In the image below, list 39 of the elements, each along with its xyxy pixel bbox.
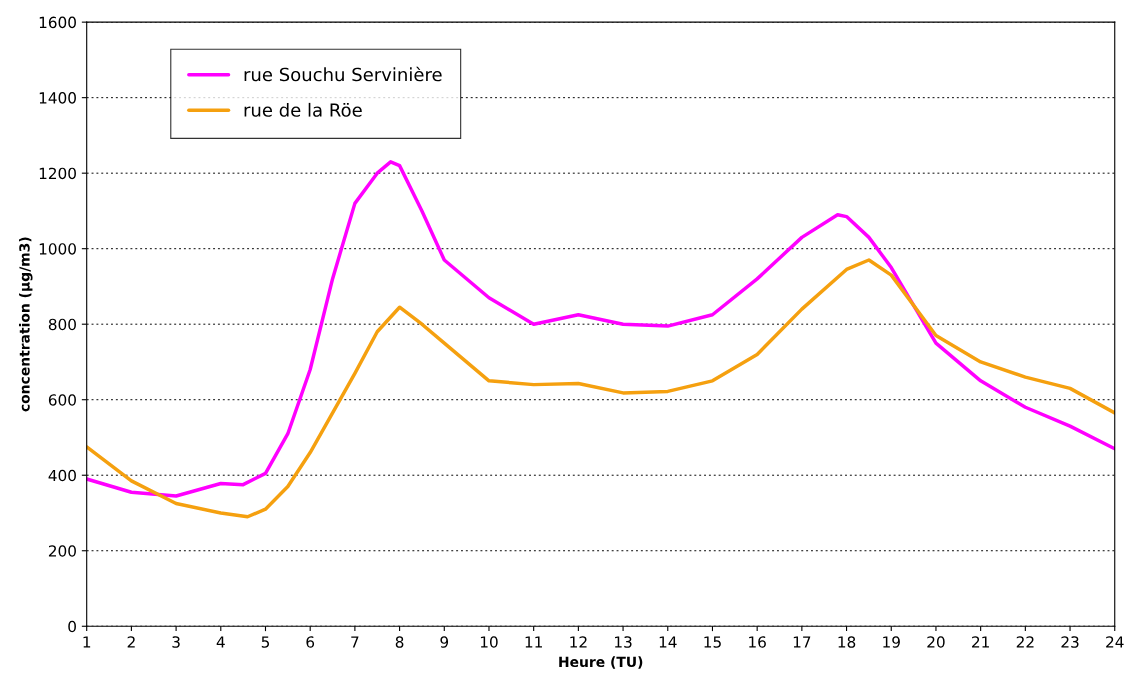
line-series bbox=[86, 160, 1115, 498]
x-tick-label: 18 bbox=[838, 636, 856, 648]
x-tick-label: 23 bbox=[1061, 636, 1079, 648]
x-tick-label: 20 bbox=[927, 636, 945, 648]
y-tick-label: 1200 bbox=[39, 167, 76, 180]
y-axis-title: concentration (µg/m3) bbox=[18, 237, 33, 412]
y-tick-label: 400 bbox=[48, 469, 76, 482]
x-tick-label: 2 bbox=[127, 636, 135, 648]
x-tick-label: 1 bbox=[83, 636, 91, 648]
y-tick-label: 600 bbox=[48, 394, 76, 406]
x-tick-label: 16 bbox=[749, 636, 766, 648]
x-tick-label: 9 bbox=[440, 636, 449, 648]
x-tick-label: 21 bbox=[972, 636, 989, 648]
y-tick-label: 1600 bbox=[39, 16, 76, 29]
x-tick-label: 10 bbox=[480, 636, 498, 648]
x-tick-label: 11 bbox=[525, 636, 542, 648]
x-tick-label: 7 bbox=[351, 636, 359, 648]
y-tick-label: 800 bbox=[48, 318, 76, 331]
x-tick-label: 6 bbox=[306, 636, 315, 648]
x-tick-label: 8 bbox=[395, 636, 404, 648]
line-series bbox=[86, 258, 1115, 519]
x-axis-title: Heure (TU) bbox=[559, 656, 643, 669]
legend-label: rue Souchu Servinière bbox=[244, 66, 442, 82]
x-tick-label: 13 bbox=[615, 636, 632, 648]
x-tick-label: 3 bbox=[172, 636, 180, 648]
x-tick-label: 12 bbox=[570, 636, 587, 648]
y-tick-label: 200 bbox=[48, 545, 76, 557]
y-tick-label: 1000 bbox=[39, 243, 76, 255]
x-tick-label: 17 bbox=[793, 636, 811, 648]
x-tick-label: 15 bbox=[704, 636, 721, 648]
x-tick-label: 14 bbox=[659, 636, 677, 648]
y-tick-label: 0 bbox=[68, 620, 76, 633]
x-tick-label: 4 bbox=[216, 636, 225, 648]
x-tick-label: 24 bbox=[1106, 636, 1124, 648]
y-tick-label: 1400 bbox=[39, 92, 76, 104]
x-tick-label: 19 bbox=[883, 636, 900, 648]
legend-label: rue de la Röe bbox=[244, 102, 362, 117]
x-tick-label: 22 bbox=[1016, 636, 1034, 648]
x-tick-label: 5 bbox=[261, 636, 270, 648]
